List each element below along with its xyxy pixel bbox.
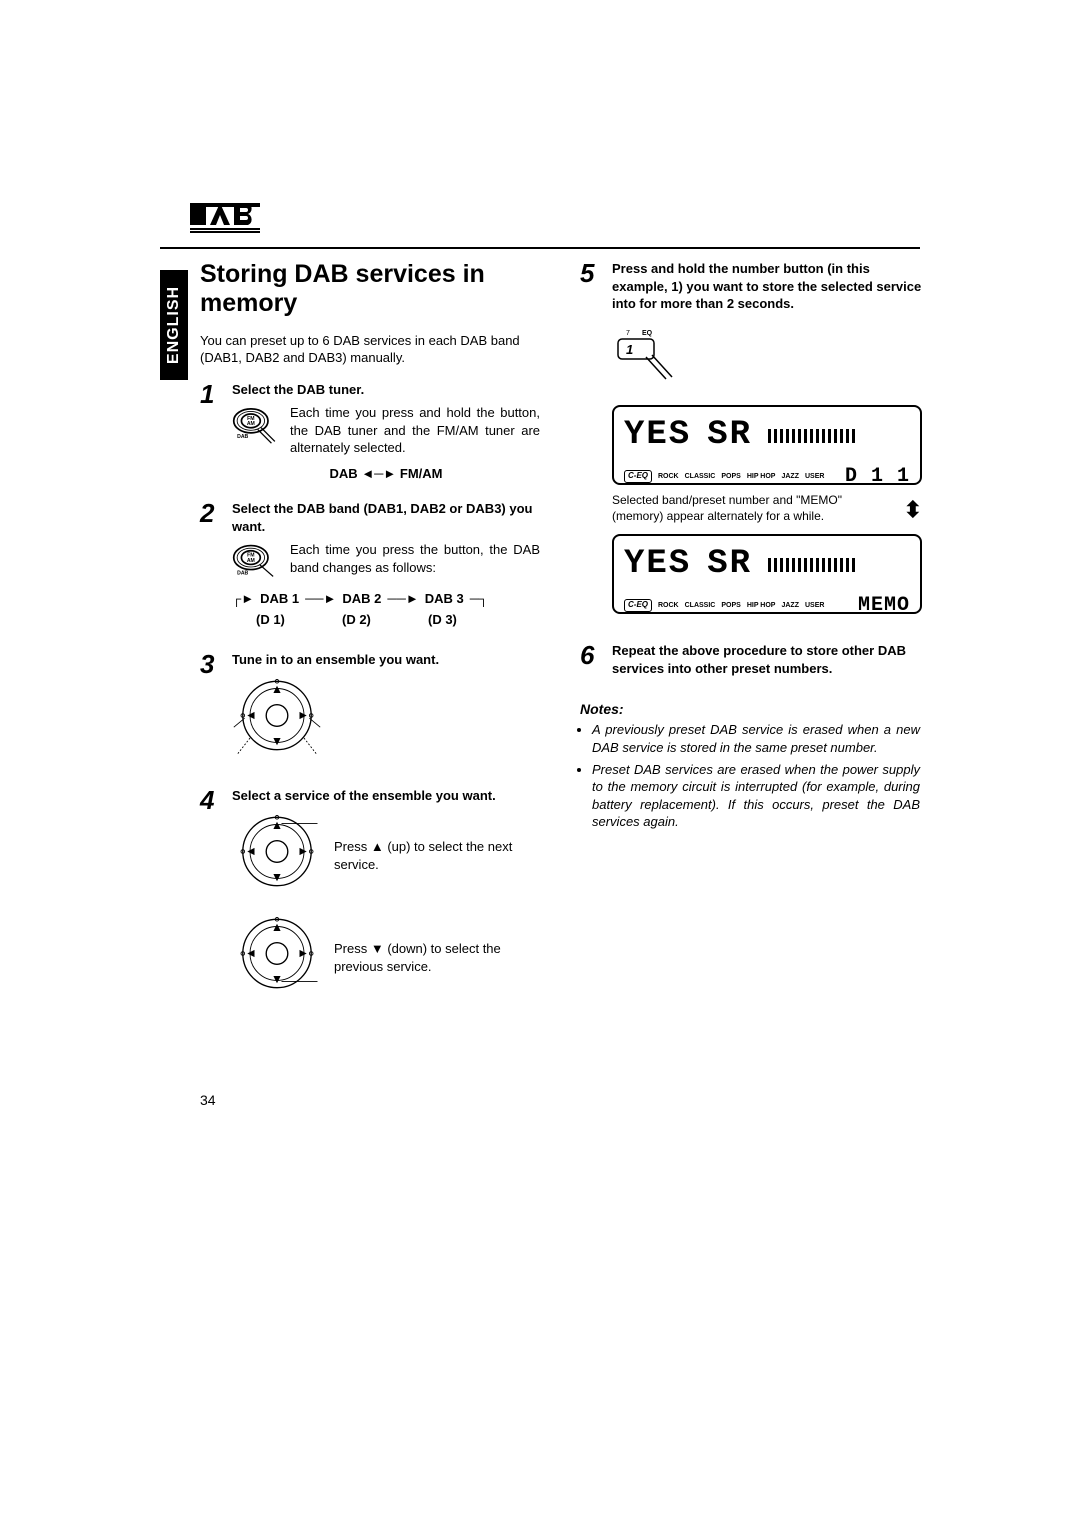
- step-3: 3 Tune in to an ensemble you want.: [200, 651, 540, 769]
- svg-text:AM: AM: [247, 421, 255, 427]
- dab-fmam-toggle: DAB ◄─► FM/AM: [232, 465, 540, 483]
- eq-label: HIP HOP: [747, 472, 776, 481]
- fm-am-dab-button-icon: FM AM DAB: [232, 541, 280, 581]
- toggle-left: DAB: [330, 466, 358, 481]
- band-cycle: ┌► DAB 1 ──► DAB 2 ──► DAB 3 ─┐ (D 1) (D…: [232, 589, 540, 631]
- page-number: 34: [200, 1092, 216, 1108]
- up-down-arrow-icon: ⬍: [904, 495, 922, 525]
- band-label: DAB 1: [260, 589, 299, 610]
- btn-num-label: 1: [626, 342, 633, 357]
- lcd-display-1: YES SR C-EQ ROCK CLASSIC POPS HIP HOP JA…: [612, 405, 922, 485]
- eq-label: ROCK: [658, 601, 679, 610]
- lcd-bars-icon: [768, 429, 858, 443]
- step4-down-text: Press ▼ (down) to select the previous se…: [334, 940, 540, 975]
- lcd-bars-icon: [768, 558, 858, 572]
- svg-text:DAB: DAB: [237, 434, 248, 440]
- toggle-right: FM/AM: [400, 466, 443, 481]
- band-sublabel: (D 2): [342, 610, 422, 631]
- band-label: DAB 3: [425, 589, 464, 610]
- dpad-left-right-icon: [232, 675, 322, 765]
- svg-text:DAB: DAB: [237, 571, 248, 577]
- step-1: 1 Select the DAB tuner. FM AM DAB Each t…: [200, 381, 540, 483]
- eq-label: JAZZ: [781, 601, 799, 610]
- cycle-arrow-icon: ─┐: [470, 589, 488, 610]
- content: Storing DAB services in memory You can p…: [200, 260, 920, 1033]
- eq-label: ROCK: [658, 472, 679, 481]
- step-5: 5 Press and hold the number button (in t…: [580, 260, 920, 622]
- step-2: 2 Select the DAB band (DAB1, DAB2 or DAB…: [200, 500, 540, 631]
- eq-label: USER: [805, 472, 824, 481]
- band-sublabel: (D 3): [428, 610, 508, 631]
- step-number: 4: [200, 787, 222, 1015]
- btn-eq-label: EQ: [642, 330, 653, 337]
- note-item: Preset DAB services are erased when the …: [592, 761, 920, 831]
- step4-up-text: Press ▲ (up) to select the next service.: [334, 838, 540, 873]
- intro-text: You can preset up to 6 DAB services in e…: [200, 332, 540, 367]
- number-button-icon: 7 EQ 1: [612, 327, 682, 387]
- band-sublabel: (D 1): [256, 610, 336, 631]
- language-tab: ENGLISH: [160, 270, 188, 380]
- right-column: 5 Press and hold the number button (in t…: [580, 260, 920, 1033]
- ceq-badge: C-EQ: [624, 470, 652, 483]
- step-number: 1: [200, 381, 222, 483]
- step-head: Select the DAB band (DAB1, DAB2 or DAB3)…: [232, 500, 540, 535]
- btn-top-label: 7: [626, 330, 630, 337]
- left-column: Storing DAB services in memory You can p…: [200, 260, 540, 1033]
- eq-label: POPS: [721, 472, 740, 481]
- notes-list: A previously preset DAB service is erase…: [580, 721, 920, 830]
- step-body: Each time you press the button, the DAB …: [290, 541, 540, 576]
- dab-logo: [190, 195, 260, 242]
- language-label: ENGLISH: [165, 286, 183, 364]
- arrow-right-icon: ──►: [305, 589, 336, 610]
- eq-label: CLASSIC: [685, 472, 716, 481]
- step-head: Select a service of the ensemble you wan…: [232, 787, 540, 805]
- step-body: Each time you press and hold the button,…: [290, 404, 540, 457]
- svg-text:AM: AM: [247, 558, 255, 564]
- eq-label: HIP HOP: [747, 601, 776, 610]
- step-4: 4 Select a service of the ensemble you w…: [200, 787, 540, 1015]
- section-title: Storing DAB services in memory: [200, 260, 540, 318]
- step-number: 5: [580, 260, 602, 622]
- lcd-text-b: SR: [707, 413, 752, 459]
- step-head: Press and hold the number button (in thi…: [612, 260, 922, 313]
- band-label: DAB 2: [342, 589, 381, 610]
- eq-label: USER: [805, 601, 824, 610]
- fm-am-dab-button-icon: FM AM DAB: [232, 404, 280, 448]
- step-head: Repeat the above procedure to store othe…: [612, 642, 920, 677]
- step-number: 2: [200, 500, 222, 631]
- step-head: Tune in to an ensemble you want.: [232, 651, 540, 669]
- note-item: A previously preset DAB service is erase…: [592, 721, 920, 756]
- arrow-right-icon: ──►: [387, 589, 418, 610]
- toggle-arrows-icon: ◄─►: [361, 466, 400, 481]
- notes-heading: Notes:: [580, 701, 920, 717]
- step-number: 6: [580, 642, 602, 683]
- lcd-text-a: YES: [624, 413, 691, 459]
- eq-label: JAZZ: [781, 472, 799, 481]
- lcd-right-1: D 1 1: [845, 463, 910, 490]
- lcd-text-a: YES: [624, 542, 691, 588]
- page-rule: [160, 247, 920, 249]
- ceq-badge: C-EQ: [624, 599, 652, 612]
- step-number: 3: [200, 651, 222, 769]
- lcd-caption: Selected band/preset number and "MEMO" (…: [612, 493, 884, 524]
- step-head: Select the DAB tuner.: [232, 381, 540, 399]
- eq-label: POPS: [721, 601, 740, 610]
- eq-label: CLASSIC: [685, 601, 716, 610]
- step-6: 6 Repeat the above procedure to store ot…: [580, 642, 920, 683]
- cycle-arrow-icon: ┌►: [232, 589, 254, 610]
- lcd-text-b: SR: [707, 542, 752, 588]
- dpad-down-icon: [232, 913, 322, 1003]
- lcd-display-2: YES SR C-EQ ROCK CLASSIC POPS HIP HOP JA…: [612, 534, 922, 614]
- lcd-right-2: MEMO: [858, 592, 910, 619]
- dpad-up-icon: [232, 811, 322, 901]
